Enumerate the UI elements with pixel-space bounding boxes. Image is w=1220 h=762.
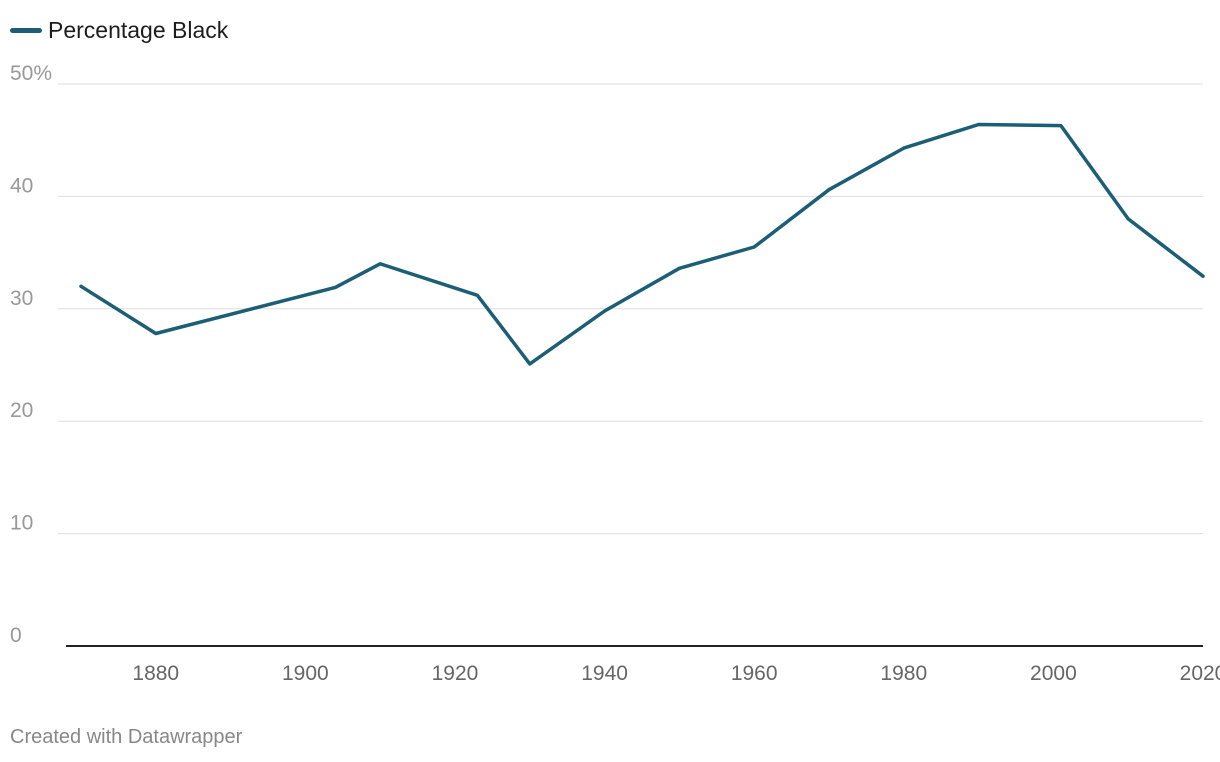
legend-label: Percentage Black (48, 16, 229, 43)
data-point (1126, 217, 1130, 221)
x-tick-label: 1940 (581, 662, 628, 685)
x-tick-label: 1980 (880, 662, 927, 685)
data-point (902, 146, 906, 150)
legend: Percentage Black (10, 14, 228, 46)
data-point (1201, 274, 1205, 278)
x-tick-label: 1880 (132, 662, 179, 685)
y-tick-label: 50% (10, 62, 52, 85)
y-tick-label: 10 (10, 512, 33, 535)
x-axis-labels: 1880 1900 1920 1940 1960 1980 2000 2020 (132, 662, 1220, 685)
gridlines (58, 83, 1203, 647)
data-point (677, 266, 681, 270)
series-line (79, 122, 1205, 366)
x-tick-label: 1960 (731, 662, 778, 685)
data-point (79, 284, 83, 288)
series-layer (79, 122, 1205, 366)
data-point (752, 245, 756, 249)
data-point (154, 332, 158, 336)
line-chart: 50% 40 30 20 10 0 1880 1900 1920 1940 1960 1980 200… (10, 62, 1220, 685)
y-tick-label: 0 (10, 624, 22, 647)
footer-credit: Created with Datawrapper (10, 726, 243, 748)
y-tick-label: 40 (10, 174, 33, 197)
y-axis-labels: 50% 40 30 20 10 0 (10, 62, 52, 647)
y-tick-label: 30 (10, 287, 33, 310)
x-tick-label: 2000 (1030, 662, 1077, 685)
data-point (333, 285, 337, 289)
x-tick-label: 1920 (432, 662, 479, 685)
y-tick-label: 20 (10, 399, 33, 422)
data-point (977, 122, 981, 126)
data-point (827, 188, 831, 192)
data-point (528, 362, 532, 366)
data-point (603, 309, 607, 313)
data-point (475, 293, 479, 297)
x-tick-label: 1900 (282, 662, 329, 685)
legend-swatch (10, 27, 42, 33)
data-point (378, 262, 382, 266)
data-point (1059, 124, 1063, 128)
x-tick-label: 2020 (1180, 662, 1220, 685)
